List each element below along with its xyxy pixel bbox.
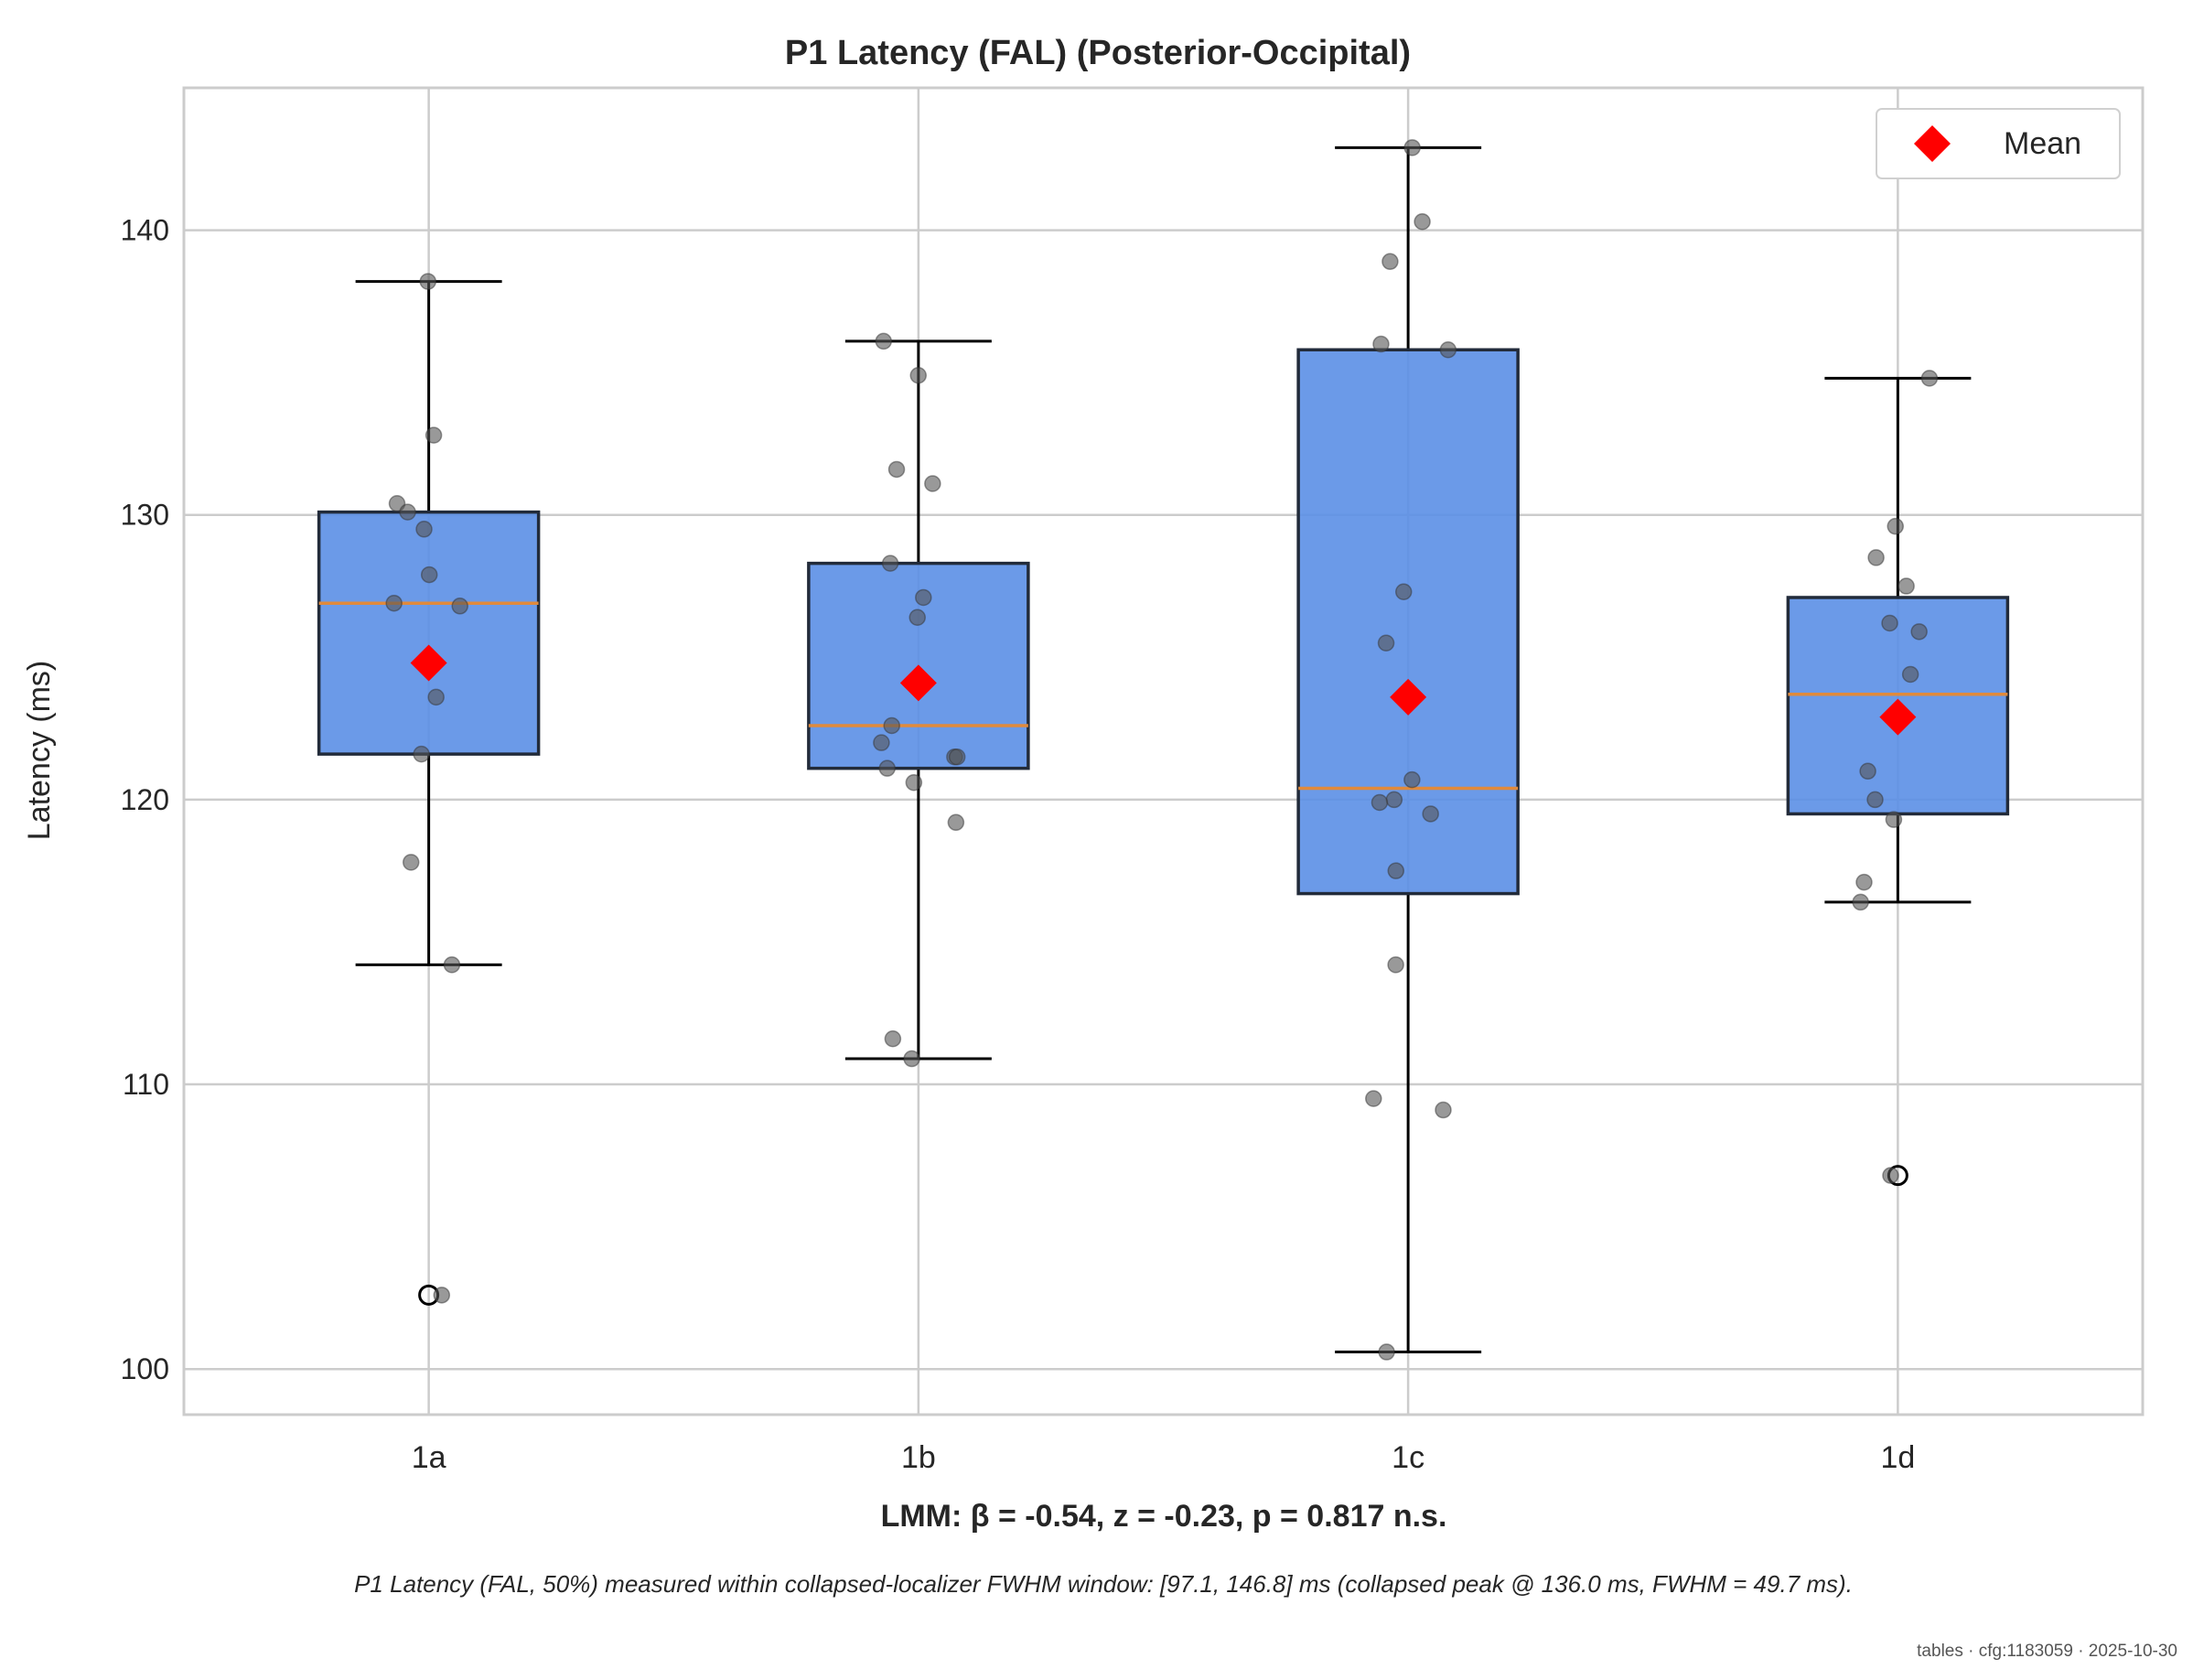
y-tick-labels: 100 110 120 130 140 xyxy=(121,214,169,1386)
data-point xyxy=(1885,811,1903,828)
data-point xyxy=(1387,956,1404,974)
data-point xyxy=(1403,770,1421,789)
data-point xyxy=(1882,1167,1899,1184)
data-point xyxy=(402,854,420,871)
data-point xyxy=(443,956,461,974)
mean-marker xyxy=(410,644,447,682)
y-tick-label: 110 xyxy=(123,1068,169,1101)
data-point xyxy=(1435,1101,1452,1119)
mean-marker xyxy=(1879,698,1917,736)
y-tick-label: 120 xyxy=(121,783,169,816)
data-point xyxy=(948,748,966,766)
data-point xyxy=(887,460,906,479)
data-points xyxy=(385,139,1939,1361)
data-point xyxy=(1439,341,1457,359)
data-point xyxy=(1365,1090,1382,1107)
data-point xyxy=(1852,893,1869,911)
data-point xyxy=(883,716,900,735)
footer-text: tables · cfg:1183059 · 2025-10-30 xyxy=(1917,1642,2177,1661)
data-point xyxy=(1897,577,1915,595)
data-point xyxy=(1920,370,1939,387)
legend-mean-label: Mean xyxy=(2004,126,2081,161)
data-point xyxy=(1867,549,1885,566)
data-point xyxy=(1378,1343,1395,1361)
legend-mean-marker xyxy=(1914,125,1951,162)
mean-marker xyxy=(899,664,937,702)
y-tick-label: 140 xyxy=(121,214,169,247)
data-point xyxy=(425,426,443,444)
data-point xyxy=(884,1030,902,1048)
data-point xyxy=(1387,862,1405,879)
data-point xyxy=(1901,665,1919,684)
data-point xyxy=(451,598,468,615)
data-point xyxy=(909,367,927,384)
data-point xyxy=(1403,139,1421,156)
data-point xyxy=(1385,791,1403,809)
x-tick-label: 1d xyxy=(1880,1440,1915,1475)
data-point xyxy=(878,759,896,777)
chart-title: P1 Latency (FAL) (Posterior-Occipital) xyxy=(785,34,1411,72)
lmm-stats-text: LMM: β = -0.54, z = -0.23, p = 0.817 n.s… xyxy=(881,1499,1447,1534)
data-point xyxy=(433,1287,451,1304)
data-point xyxy=(1859,762,1876,781)
data-point xyxy=(1372,335,1390,353)
y-tick-label: 130 xyxy=(121,499,169,532)
data-point xyxy=(1866,791,1884,809)
data-point xyxy=(903,1050,920,1068)
iqr-box xyxy=(317,510,541,756)
data-point xyxy=(873,734,890,751)
x-tick-label: 1a xyxy=(412,1440,446,1475)
data-point xyxy=(915,588,932,607)
x-tick-labels: 1a 1b 1c 1d xyxy=(412,1440,1916,1475)
legend-frame xyxy=(1876,108,2121,179)
data-point xyxy=(385,594,403,612)
data-point xyxy=(1394,583,1413,601)
data-point xyxy=(908,608,926,627)
data-point xyxy=(419,273,437,290)
data-point xyxy=(399,503,416,521)
data-point xyxy=(413,745,430,763)
mean-marker xyxy=(1390,678,1427,716)
box-1c xyxy=(1296,145,1520,1354)
data-point xyxy=(924,475,941,492)
mean-markers xyxy=(410,644,1917,736)
data-point xyxy=(420,565,438,584)
data-point xyxy=(1881,614,1898,632)
x-tick-label: 1b xyxy=(901,1440,936,1475)
iqr-box xyxy=(1296,348,1520,896)
data-point xyxy=(1414,212,1431,231)
data-point xyxy=(1381,253,1399,271)
data-point xyxy=(427,688,445,706)
data-point xyxy=(905,773,923,792)
y-axis-label: Latency (ms) xyxy=(22,661,57,841)
figure-caption: P1 Latency (FAL, 50%) measured within co… xyxy=(354,1570,1853,1598)
data-point xyxy=(881,555,899,572)
data-point xyxy=(415,521,433,538)
box-1a xyxy=(317,280,541,1306)
data-point xyxy=(1855,873,1873,891)
data-point xyxy=(1371,793,1389,812)
legend: Mean xyxy=(1876,108,2121,179)
y-tick-label: 100 xyxy=(121,1352,169,1385)
data-point xyxy=(1910,623,1928,641)
data-point xyxy=(1377,634,1395,652)
data-point xyxy=(1887,517,1904,535)
boxes xyxy=(317,145,2010,1354)
data-point xyxy=(947,813,965,832)
plot-area-frame xyxy=(182,86,2145,1416)
data-point xyxy=(1422,805,1439,823)
x-tick-label: 1c xyxy=(1392,1440,1424,1475)
data-point xyxy=(875,332,893,350)
